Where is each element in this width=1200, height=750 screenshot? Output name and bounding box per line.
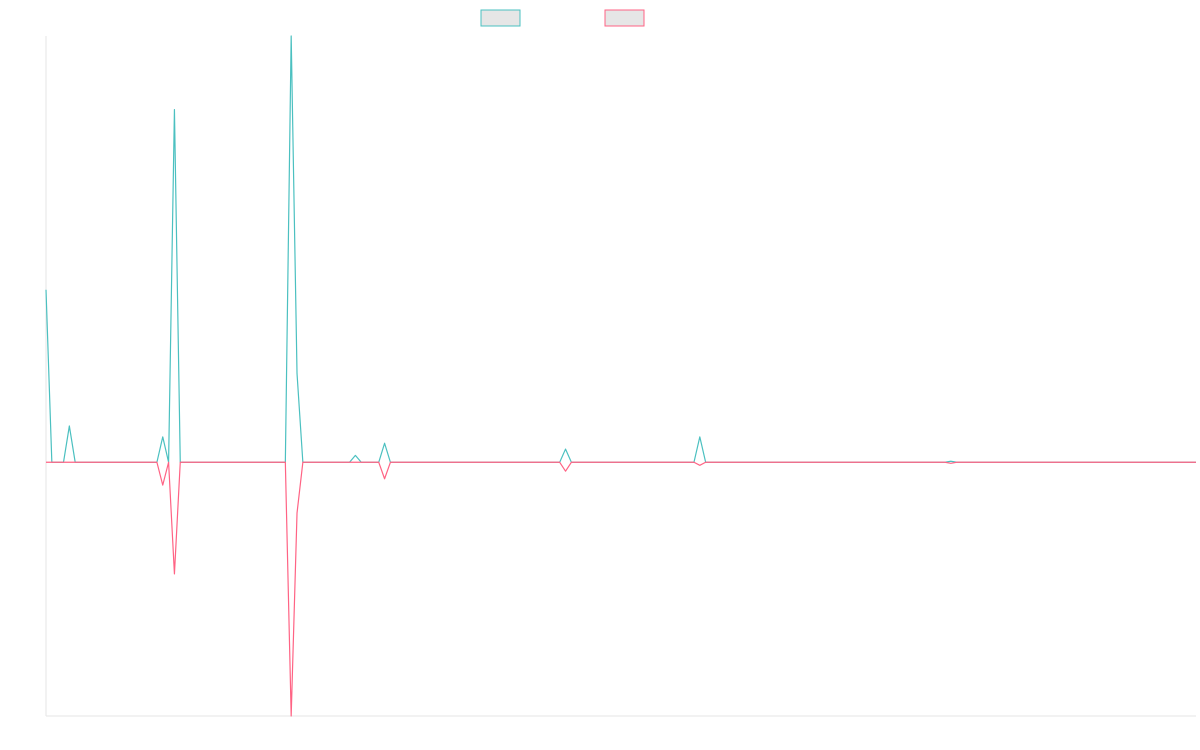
legend-swatch-1[interactable] xyxy=(480,9,521,27)
legend-swatch-2[interactable] xyxy=(604,9,645,27)
legend[interactable] xyxy=(480,9,645,27)
axes xyxy=(45,36,1196,717)
series-line-2 xyxy=(46,461,1196,717)
series-line-1 xyxy=(45,35,1196,463)
